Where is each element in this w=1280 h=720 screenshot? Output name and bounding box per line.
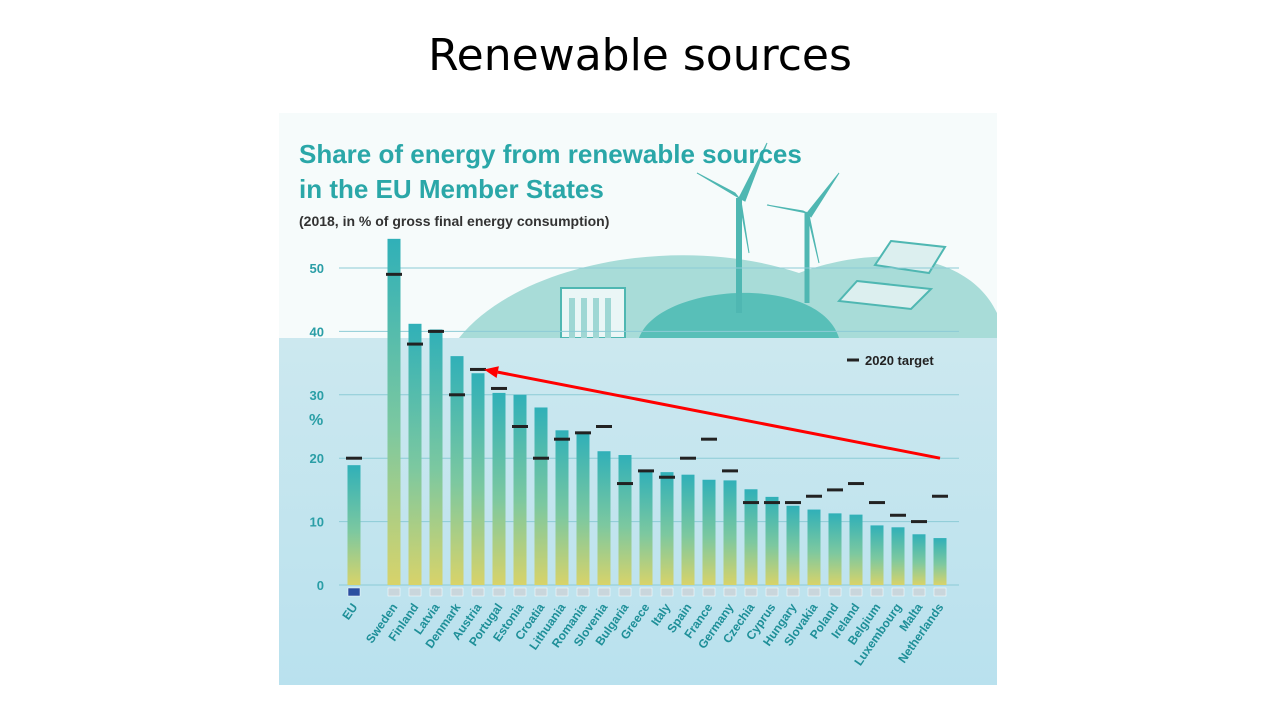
legend: 2020 target [847,353,934,368]
wind-turbine-icon [766,172,840,303]
y-tick-label: 30 [310,388,324,403]
flag-eu [347,587,361,597]
bar-finland [408,323,422,585]
flag-croatia [534,587,548,597]
chart-title: Share of energy from renewable sources [299,139,802,169]
y-tick-label: 20 [310,451,324,466]
legend-label: 2020 target [865,353,934,368]
bar-spain [681,474,695,585]
flag-slovakia [807,587,821,597]
bar-austria [471,373,485,585]
bar-ireland [849,514,863,585]
flag-sweden [387,587,401,597]
flag-estonia [513,587,527,597]
arrow-head [484,366,499,379]
flag-romania [576,587,590,597]
flag-bulgaria [618,587,632,597]
flag-slovenia [597,587,611,597]
slide-title: Renewable sources [428,30,852,81]
flag-portugal [492,587,506,597]
y-axis-unit: % [309,412,323,429]
y-tick-label: 0 [317,578,324,593]
chart-subtitle: (2018, in % of gross final energy consum… [299,213,609,229]
flag-denmark [450,587,464,597]
flag-latvia [429,587,443,597]
chart-title-line2: in the EU Member States [299,174,604,204]
wind-turbine-icon [696,142,768,313]
flag-czechia [744,587,758,597]
flag-germany [723,587,737,597]
flag-france [702,587,716,597]
dam-icon [560,287,626,339]
landscape-illustration [459,142,997,339]
flag-ireland [849,587,863,597]
flag-greece [639,587,653,597]
bar-germany [723,480,737,585]
bar-latvia [429,329,443,585]
bar-series [347,238,947,585]
bar-greece [639,470,653,585]
flag-lithuania [555,587,569,597]
bar-france [702,479,716,585]
y-axis-ticks: 0 10 20 30 40 50 [310,261,324,593]
flag-belgium [870,587,884,597]
bar-cyprus [765,496,779,585]
bar-portugal [492,392,506,585]
flag-italy [660,587,674,597]
country-flags [347,587,947,597]
renewable-share-infographic: Share of energy from renewable sources i… [279,113,997,685]
flag-netherlands [933,587,947,597]
bar-sweden [387,238,401,585]
y-tick-label: 40 [310,324,324,339]
flag-austria [471,587,485,597]
flag-spain [681,587,695,597]
y-tick-label: 10 [310,515,324,530]
bar-bulgaria [618,455,632,585]
arrow-shaft [497,370,941,460]
flag-cyprus [765,587,779,597]
renewable-share-chart: Share of energy from renewable sources i… [279,113,997,685]
bar-belgium [870,525,884,585]
bar-romania [576,433,590,585]
bar-malta [912,534,926,585]
bar-italy [660,472,674,585]
bar-slovakia [807,509,821,585]
bar-hungary [786,505,800,585]
bar-denmark [450,356,464,585]
bar-eu [347,465,361,585]
flag-luxembourg [891,587,905,597]
bar-croatia [534,407,548,585]
arrow-annotation [484,366,941,460]
target-series [346,272,948,524]
bar-netherlands [933,538,947,585]
bar-czechia [744,489,758,585]
bar-lithuania [555,430,569,585]
bar-slovenia [597,451,611,585]
flag-hungary [786,587,800,597]
bar-luxembourg [891,527,905,585]
bar-poland [828,513,842,585]
flag-finland [408,587,422,597]
flag-malta [912,587,926,597]
flag-poland [828,587,842,597]
solar-panel-icon [836,239,947,311]
bar-estonia [513,394,527,585]
y-tick-label: 50 [310,261,324,276]
